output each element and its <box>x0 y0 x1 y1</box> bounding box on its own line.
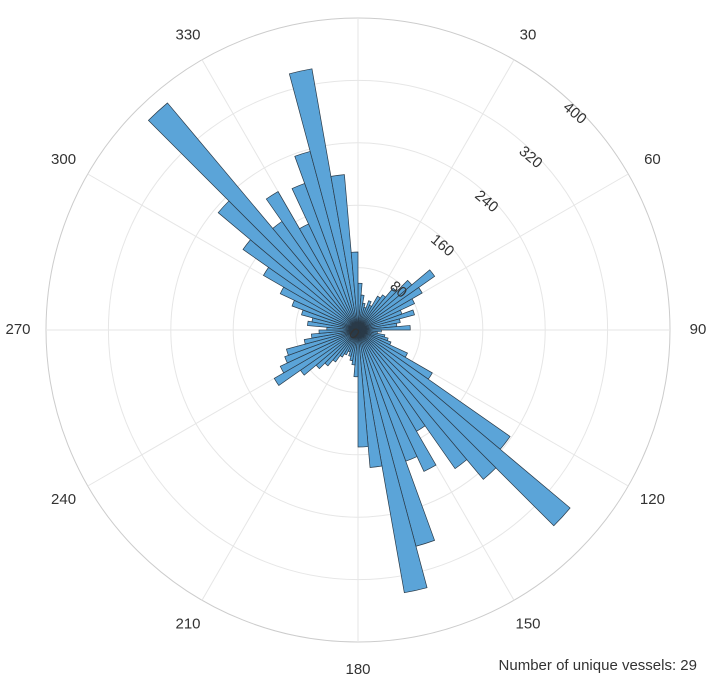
grid-spoke <box>357 59 515 331</box>
bar <box>357 329 468 470</box>
bar <box>357 329 383 468</box>
theta-tick-label: 330 <box>175 27 200 44</box>
bar <box>357 329 369 448</box>
bar <box>357 269 436 331</box>
bar <box>284 329 359 364</box>
theta-tick-label: 60 <box>644 151 661 168</box>
theta-tick-label: 90 <box>690 321 707 338</box>
annotation: Number of unique vessels: 29 <box>499 657 697 674</box>
bar <box>357 287 423 331</box>
bar <box>310 329 359 339</box>
bar <box>357 329 428 594</box>
bar <box>285 329 359 356</box>
bar <box>147 102 359 331</box>
r-tick-label: 400 <box>560 99 590 128</box>
theta-tick-label: 270 <box>5 321 30 338</box>
bar <box>357 329 497 480</box>
r-tick-label: 160 <box>427 231 457 260</box>
theta-tick-label: 30 <box>520 27 537 44</box>
theta-tick-label: 120 <box>640 491 665 508</box>
theta-tick-label: 240 <box>51 491 76 508</box>
bar <box>279 329 359 374</box>
r-tick-label: 240 <box>471 187 501 216</box>
theta-tick-label: 210 <box>175 615 200 632</box>
theta-tick-label: 180 <box>345 661 370 678</box>
bar <box>330 174 359 331</box>
bar <box>357 318 401 331</box>
theta-tick-label: 150 <box>515 615 540 632</box>
bar <box>318 329 359 334</box>
grid-spoke <box>201 329 359 601</box>
bar <box>303 329 359 345</box>
bar <box>357 329 437 472</box>
bar <box>288 68 359 331</box>
bar <box>265 191 359 331</box>
theta-tick-label: 300 <box>51 151 76 168</box>
bar <box>357 309 415 331</box>
bar <box>357 298 416 331</box>
bar <box>357 329 571 527</box>
r-tick-label: 320 <box>516 143 546 172</box>
bar <box>273 329 359 386</box>
bar <box>350 251 359 331</box>
bar <box>357 325 411 331</box>
